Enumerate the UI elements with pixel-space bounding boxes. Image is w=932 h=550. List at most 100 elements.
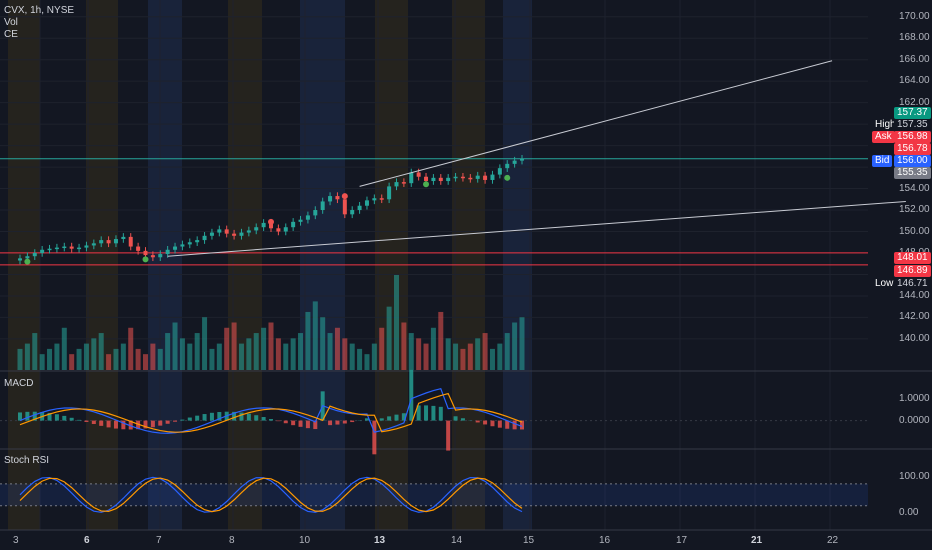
macd-histogram-bar (394, 414, 399, 421)
level-price-tag: 148.01 (894, 252, 931, 264)
volume-bar (143, 354, 148, 370)
macd-histogram-bar (298, 420, 303, 427)
volume-bar (298, 333, 304, 370)
candle-body (202, 235, 207, 241)
candle-body (25, 256, 30, 259)
candle-body (313, 210, 318, 216)
volume-bar (157, 348, 163, 370)
time-tick-label: 7 (156, 535, 162, 546)
volume-bar (98, 333, 104, 370)
volume-bar (334, 327, 340, 370)
volume-bar (106, 354, 112, 370)
candle-body (387, 186, 392, 200)
macd-histogram-bar (372, 420, 377, 455)
macd-histogram-bar (350, 420, 355, 423)
macd-histogram-bar (254, 415, 259, 421)
price-tick-label: 152.00 (899, 204, 930, 216)
macd-histogram-bar (335, 420, 340, 425)
volume-bar (17, 348, 23, 370)
macd-histogram-bar (165, 420, 170, 424)
volume-bar (172, 322, 178, 370)
macd-pane-title[interactable]: MACD (4, 378, 34, 389)
candle-body (283, 227, 288, 232)
macd-signal-line (19, 392, 523, 433)
symbol-legend[interactable]: CVX, 1h, NYSE (4, 5, 75, 16)
price-tick-label: 144.00 (899, 289, 930, 301)
candle-body (335, 196, 340, 200)
volume-bar (91, 338, 97, 370)
macd-histogram-bar (276, 420, 281, 422)
candle-body (320, 201, 325, 211)
volume-bar (386, 306, 392, 370)
volume-bar (467, 343, 473, 370)
candle-body (47, 248, 52, 251)
time-tick-label: 6 (84, 535, 90, 546)
stoch-tick-label: 100.00 (899, 470, 930, 482)
volume-bar (61, 327, 67, 370)
macd-histogram-bar (32, 411, 37, 421)
macd-histogram-bar (128, 420, 133, 430)
candle-body (512, 160, 517, 164)
macd-histogram-bar (291, 420, 296, 426)
volume-bar (268, 322, 274, 370)
time-tick-label: 15 (523, 535, 535, 546)
trend-line (167, 200, 906, 257)
macd-histogram-bar (202, 414, 207, 421)
volume-bar (54, 343, 60, 370)
volume-bar (430, 327, 436, 370)
candle-body (128, 236, 133, 247)
signal-dot (341, 193, 348, 200)
volume-bar (47, 348, 53, 370)
volume-legend[interactable]: Vol (4, 17, 18, 28)
candle-body (416, 172, 421, 177)
volume-bar (261, 327, 267, 370)
level-price-tag: 156.78 (894, 143, 931, 155)
volume-bar (460, 348, 466, 370)
bid-price-tag: 156.00 (894, 155, 931, 167)
volume-bar (113, 348, 119, 370)
macd-histogram-bar (136, 420, 141, 430)
candle-body (143, 250, 148, 256)
time-tick-label: 21 (751, 535, 763, 546)
candle-body (40, 249, 45, 253)
macd-histogram-bar (62, 415, 67, 421)
candle-body (62, 246, 67, 249)
candle-body (158, 254, 163, 258)
candle-body (173, 246, 178, 250)
macd-histogram-bar (520, 420, 524, 430)
volume-bar (24, 343, 30, 370)
macd-histogram-bar (113, 420, 118, 429)
ask-price-tag-label: Ask (872, 131, 895, 143)
stoch-rsi-pane-title[interactable]: Stoch RSI (4, 455, 50, 466)
ce-legend[interactable]: CE (4, 29, 18, 40)
volume-bar (275, 338, 281, 370)
volume-bar (246, 338, 252, 370)
candle-body (269, 222, 273, 229)
time-tick-label: 3 (13, 535, 19, 546)
macd-histogram-bar (25, 411, 30, 421)
volume-bar (39, 354, 45, 370)
volume-bar (216, 343, 222, 370)
time-tick-label: 22 (827, 535, 839, 546)
volume-bar (202, 317, 208, 370)
level-price-tag: 146.89 (894, 265, 931, 277)
price-tick-label: 168.00 (899, 32, 930, 44)
volume-bar (423, 343, 429, 370)
candle-body (505, 163, 510, 169)
macd-histogram-bar (269, 419, 273, 421)
macd-histogram-bar (187, 417, 192, 421)
low-price-tag: 146.71 (894, 278, 931, 290)
candle-body (187, 242, 192, 245)
time-tick-label: 16 (599, 535, 611, 546)
volume-bar (69, 354, 75, 370)
volume-bar (453, 343, 459, 370)
candle-body (446, 177, 451, 182)
volume-bar (519, 317, 525, 370)
macd-histogram-bar (505, 420, 510, 429)
price-tick-label: 154.00 (899, 182, 930, 194)
candle-body (298, 219, 303, 222)
volume-bar (76, 348, 82, 370)
candle-body (497, 168, 502, 175)
macd-histogram-bar (217, 412, 222, 421)
